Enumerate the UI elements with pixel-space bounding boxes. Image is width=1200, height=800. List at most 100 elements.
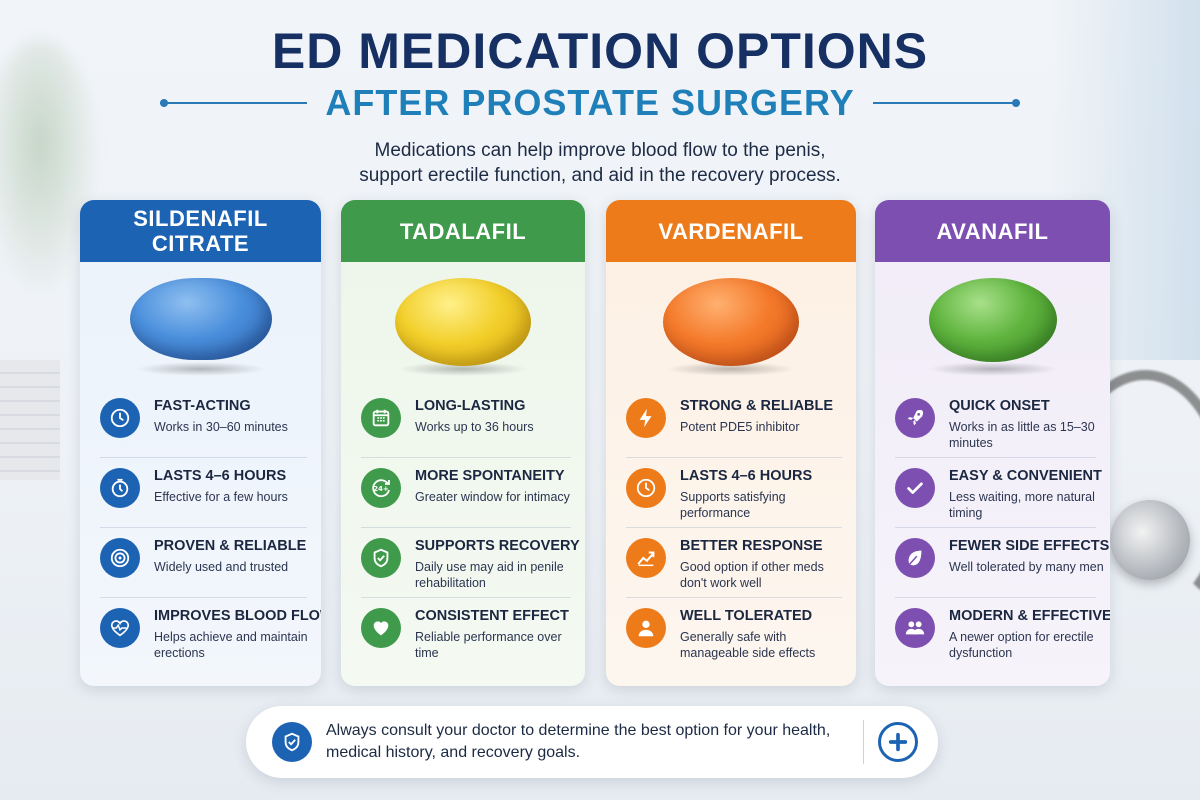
- clock-icon: [100, 398, 140, 438]
- consult-doctor-banner: Always consult your doctor to determine …: [246, 706, 938, 778]
- background-books: [0, 360, 60, 480]
- feature-title: FEWER SIDE EFFECTS: [949, 538, 1110, 554]
- feature-description: Potent PDE5 inhibitor: [680, 420, 800, 434]
- feature-title: MORE SPONTANEITY: [415, 468, 565, 484]
- feature-item: EASY & CONVENIENT Less waiting, more nat…: [895, 458, 1102, 528]
- card-title: TADALAFIL: [399, 218, 527, 244]
- background-stethoscope-tube: [1060, 370, 1200, 620]
- feature-description: A newer option for erectile dysfunction: [949, 630, 1094, 660]
- shield-check-icon: [361, 538, 401, 578]
- heartbeat-icon: [100, 608, 140, 648]
- feature-list: QUICK ONSET Works in as little as 15–30 …: [875, 388, 1110, 668]
- people-icon: [895, 608, 935, 648]
- subtitle-divider-right: [872, 99, 1021, 107]
- card-header-sildenafil: SILDENAFIL CITRATE: [80, 200, 321, 262]
- medical-plus-icon: [878, 722, 918, 762]
- intro-text: Medications can help improve blood flow …: [0, 138, 1200, 188]
- intro-line-2: support erectile function, and aid in th…: [359, 165, 841, 186]
- card-title: AVANAFIL: [936, 218, 1049, 244]
- feature-description: Works up to 36 hours: [415, 420, 534, 434]
- blue-pill-image: [129, 278, 272, 360]
- lightning-icon: [626, 398, 666, 438]
- feature-item: FEWER SIDE EFFECTS Well tolerated by man…: [895, 528, 1109, 598]
- feature-description: Generally safe with manageable side effe…: [680, 630, 816, 660]
- feature-item: BETTER RESPONSE Good option if other med…: [626, 528, 842, 598]
- pill-shadow: [666, 362, 796, 376]
- pill-image-area: [80, 262, 321, 388]
- feature-item: 24+ MORE SPONTANEITY Greater window for …: [361, 458, 571, 528]
- subtitle-divider-left: [160, 99, 308, 107]
- card-header-tadalafil: TADALAFIL: [341, 200, 585, 262]
- target-icon: [100, 538, 140, 578]
- feature-title: QUICK ONSET: [949, 398, 1050, 414]
- checkmark-icon: [895, 468, 935, 508]
- feature-title: EASY & CONVENIENT: [949, 468, 1102, 484]
- feature-title: CONSISTENT EFFECT: [415, 608, 569, 624]
- background-stethoscope-head: [1110, 500, 1190, 580]
- intro-line-1: Medications can help improve blood flow …: [374, 140, 826, 161]
- feature-description: Effective for a few hours: [154, 490, 288, 504]
- feature-item: FAST-ACTING Works in 30–60 minutes: [100, 388, 307, 458]
- feature-title: LONG-LASTING: [415, 398, 526, 414]
- card-vardenafil: VARDENAFIL STRONG & RELIABLE Potent PDE5…: [606, 200, 856, 686]
- feature-item: QUICK ONSET Works in as little as 15–30 …: [895, 388, 1096, 458]
- calendar-icon: [361, 398, 401, 438]
- stopwatch-icon: [100, 468, 140, 508]
- svg-text:24+: 24+: [373, 485, 389, 493]
- feature-list: LONG-LASTING Works up to 36 hours 24+ MO…: [341, 388, 585, 668]
- feature-title: IMPROVES BLOOD FLOW: [154, 608, 321, 624]
- feature-title: STRONG & RELIABLE: [680, 398, 834, 414]
- feature-item: STRONG & RELIABLE Potent PDE5 inhibitor: [626, 388, 842, 458]
- clock-icon: [626, 468, 666, 508]
- yellow-pill-image: [395, 278, 531, 366]
- card-avanafil: AVANAFIL QUICK ONSET Works in as little …: [875, 200, 1110, 686]
- feature-title: LASTS 4–6 HOURS: [680, 468, 813, 484]
- card-title-line-2: CITRATE: [151, 231, 250, 256]
- feature-description: Widely used and trusted: [154, 560, 289, 574]
- pill-shadow: [927, 362, 1058, 376]
- card-title-line-1: SILDENAFIL: [133, 206, 268, 231]
- feature-item: PROVEN & RELIABLE Widely used and truste…: [100, 528, 307, 598]
- card-header-avanafil: AVANAFIL: [875, 200, 1110, 262]
- pill-shadow: [398, 362, 528, 376]
- feature-description: Works in 30–60 minutes: [154, 420, 288, 434]
- green-pill-image: [928, 278, 1057, 362]
- feature-title: LASTS 4–6 HOURS: [154, 468, 287, 484]
- feature-title: BETTER RESPONSE: [680, 538, 823, 554]
- medication-cards: SILDENAFIL CITRATE FAST-ACTING Works in …: [80, 200, 1110, 686]
- feature-item: MODERN & EFFECTIVE A newer option for er…: [895, 598, 1110, 668]
- feature-description: Less waiting, more natural timing: [949, 490, 1095, 520]
- feature-list: STRONG & RELIABLE Potent PDE5 inhibitor …: [606, 388, 856, 668]
- feature-item: LASTS 4–6 HOURS Effective for a few hour…: [100, 458, 307, 528]
- rocket-icon: [895, 398, 935, 438]
- pill-image-area: [606, 262, 856, 388]
- card-header-vardenafil: VARDENAFIL: [606, 200, 856, 262]
- feature-item: LASTS 4–6 HOURS Supports satisfying perf…: [626, 458, 842, 528]
- feature-title: SUPPORTS RECOVERY: [415, 538, 580, 554]
- pill-image-area: [875, 262, 1110, 388]
- card-title: VARDENAFIL: [658, 218, 804, 244]
- consult-line-2: medical history, and recovery goals.: [326, 744, 581, 761]
- feature-item: SUPPORTS RECOVERY Daily use may aid in p…: [361, 528, 580, 598]
- card-tadalafil: TADALAFIL LONG-LASTING Works up to 36 ho…: [341, 200, 585, 686]
- trend-up-icon: [626, 538, 666, 578]
- page-title: ED MEDICATION OPTIONS: [271, 23, 929, 79]
- feature-description: Well tolerated by many men: [949, 560, 1104, 574]
- feature-title: PROVEN & RELIABLE: [154, 538, 307, 554]
- pill-shadow: [135, 362, 266, 376]
- subtitle-row: AFTER PROSTATE SURGERY: [160, 80, 1021, 126]
- pill-image-area: [341, 262, 585, 388]
- feature-description: Works in as little as 15–30 minutes: [949, 420, 1095, 450]
- page-subtitle: AFTER PROSTATE SURGERY: [325, 82, 855, 123]
- shield-check-icon: [272, 722, 312, 762]
- consult-line-1: Always consult your doctor to determine …: [326, 722, 831, 739]
- consult-text: Always consult your doctor to determine …: [326, 720, 849, 764]
- feature-description: Greater window for intimacy: [415, 490, 570, 504]
- feature-item: WELL TOLERATED Generally safe with manag…: [626, 598, 842, 668]
- feature-item: IMPROVES BLOOD FLOW Helps achieve and ma…: [100, 598, 321, 668]
- feature-title: MODERN & EFFECTIVE: [949, 608, 1110, 624]
- card-sildenafil: SILDENAFIL CITRATE FAST-ACTING Works in …: [80, 200, 321, 686]
- feature-description: Daily use may aid in penile rehabilitati…: [415, 560, 564, 590]
- feature-description: Supports satisfying performance: [680, 490, 786, 520]
- feature-title: WELL TOLERATED: [680, 608, 813, 624]
